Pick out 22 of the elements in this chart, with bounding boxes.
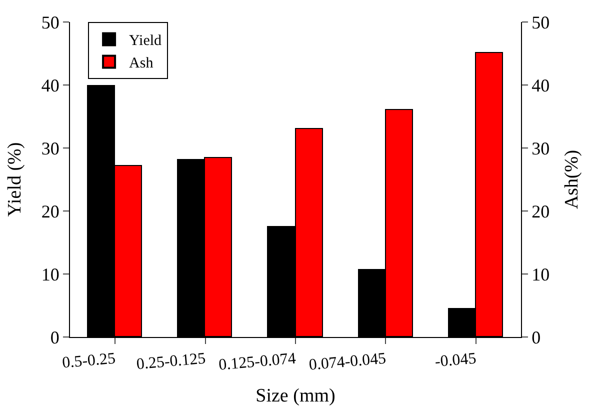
y2-tick-label: 10 <box>532 264 550 284</box>
y2-tick-label: 50 <box>532 12 550 32</box>
y-tick-label: 30 <box>41 138 60 158</box>
y2-tick-label: 20 <box>532 201 550 222</box>
y-tick-label: 40 <box>41 75 60 96</box>
y-tick-label: 20 <box>41 201 60 222</box>
y2-tick-label: 30 <box>532 138 550 158</box>
x-tick-label: 0.125-0.074 <box>218 350 297 374</box>
y-tick-label: 10 <box>41 264 60 284</box>
y-tick-label: 50 <box>41 12 60 32</box>
y2-axis-title: Ash(%) <box>561 150 582 210</box>
x-tick-label: 0.074-0.045 <box>308 350 387 374</box>
y-axis-title: Yield (%) <box>4 142 26 217</box>
x-tick-label: 0.5-0.25 <box>62 350 116 372</box>
legend-label: Ash <box>129 56 154 72</box>
y-tick-label: 0 <box>50 327 60 348</box>
x-axis-title: Size (mm) <box>256 386 336 407</box>
y2-tick-label: 0 <box>532 327 541 348</box>
legend-label: Yield <box>129 33 162 50</box>
y2-tick-label: 40 <box>532 75 550 96</box>
x-tick-label: 0.25-0.125 <box>136 350 206 374</box>
x-tick-label: -0.045 <box>434 350 477 371</box>
